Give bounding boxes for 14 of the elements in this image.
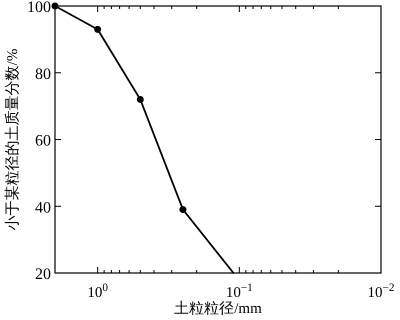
y-tick-label: 100: [27, 0, 51, 16]
y-tick-label: 60: [35, 132, 51, 150]
ylabel: 小于某粒径的土质量分数/%: [5, 48, 21, 230]
point: [94, 26, 102, 33]
x-tick-label: 10$^{−1}$: [226, 282, 253, 301]
y-tick-label: 80: [35, 66, 51, 83]
point: [136, 96, 144, 103]
y-tick-label: 40: [35, 199, 51, 216]
y-tick-label: 20: [35, 266, 51, 283]
x-tick-label: 10$^{−2}$: [368, 282, 394, 301]
point: [179, 206, 186, 214]
x-tick-label: 10$^{0}$: [87, 282, 108, 301]
point: [52, 2, 58, 10]
xlabel: 土粒粒径/mm: [174, 301, 262, 317]
